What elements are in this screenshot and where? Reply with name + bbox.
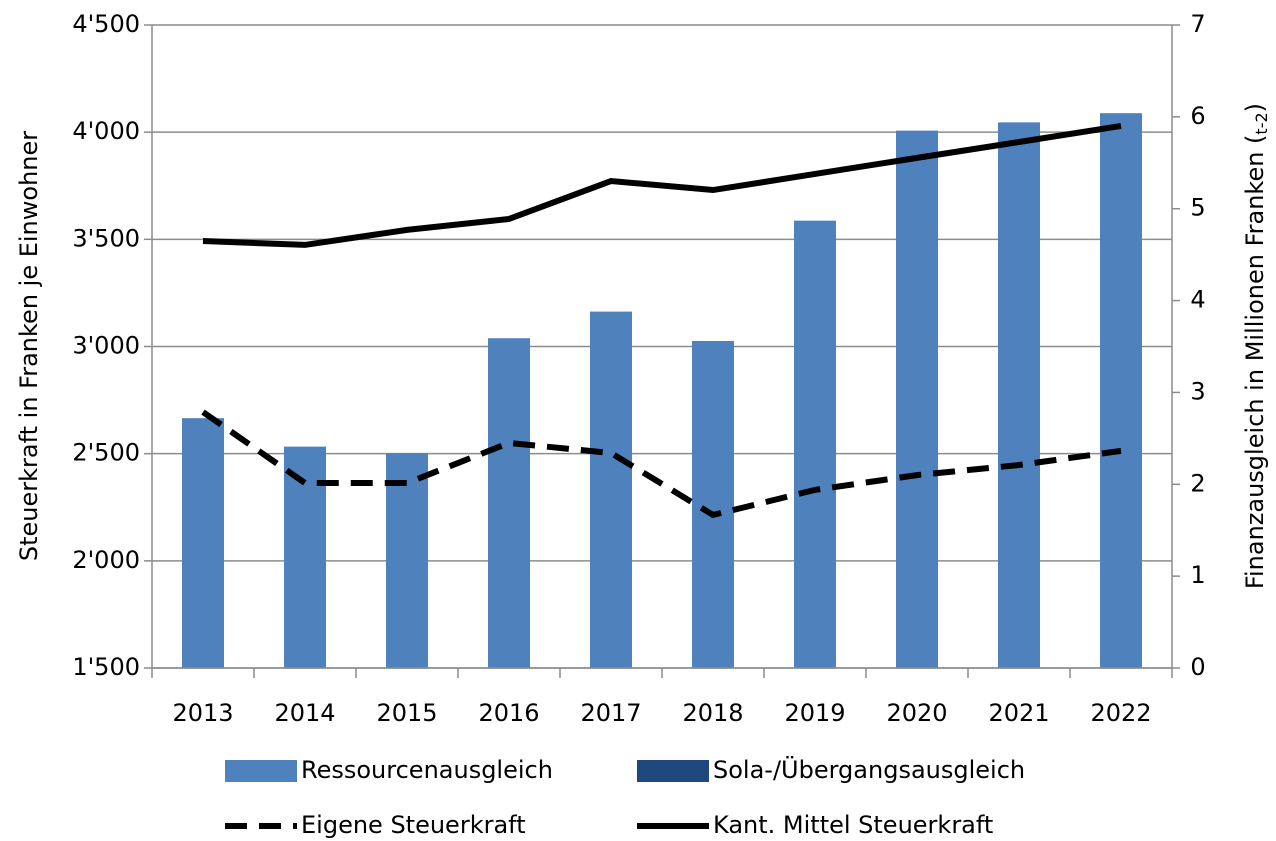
y2-tick-label: 1 (1190, 561, 1205, 589)
bar (692, 340, 734, 668)
y-tick-label: 3'500 (72, 224, 140, 252)
y2-tick-label: 3 (1190, 377, 1205, 405)
y-tick-label: 1'500 (72, 653, 140, 681)
legend-swatch (637, 760, 709, 782)
y2-label-close: ) (1241, 103, 1269, 112)
line (202, 122, 1122, 248)
x-tick-label: 2015 (376, 699, 437, 727)
x-tick-label: 2022 (1090, 699, 1151, 727)
legend-label: Ressourcenausgleich (301, 756, 553, 784)
x-tick-label: 2014 (274, 699, 335, 727)
x-tick-label: 2017 (580, 699, 641, 727)
y-tick-label: 2'500 (72, 439, 140, 467)
legend-label: Sola-/Übergangsausgleich (713, 755, 1025, 784)
y2-label-sub: t-2 (1252, 112, 1271, 134)
y2-tick-label: 0 (1190, 653, 1205, 681)
y-tick-label: 4'500 (72, 10, 140, 38)
x-tick-label: 2013 (172, 699, 233, 727)
x-tick-label: 2019 (784, 699, 845, 727)
y-tick-label: 4'000 (72, 117, 140, 145)
x-tick-label: 2018 (682, 699, 743, 727)
y2-tick-label: 5 (1190, 194, 1205, 222)
bar (386, 453, 428, 668)
bar (488, 338, 530, 668)
y2-axis-label: Finanzausgleich in Millionen Franken (t-… (1241, 103, 1271, 589)
bar (794, 220, 836, 669)
y2-tick-label: 7 (1190, 10, 1205, 38)
y-tick-label: 2'000 (72, 546, 140, 574)
bar (590, 311, 632, 668)
bar (182, 418, 224, 668)
y2-label-text: Finanzausgleich in Millionen Franken ( (1241, 135, 1269, 590)
x-tick-label: 2016 (478, 699, 539, 727)
x-tick-label: 2021 (988, 699, 1049, 727)
legend-label: Eigene Steuerkraft (301, 811, 526, 839)
legend-label: Kant. Mittel Steuerkraft (713, 811, 993, 839)
y2-tick-label: 2 (1190, 469, 1205, 497)
legend-swatch (225, 760, 297, 782)
bar (998, 122, 1040, 668)
y2-tick-label: 4 (1190, 286, 1205, 314)
line (201, 409, 1122, 519)
bar (896, 130, 938, 668)
y-axis-label: Steuerkraft in Franken je Einwohner (15, 131, 43, 561)
x-tick-label: 2020 (886, 699, 947, 727)
y-tick-label: 3'000 (72, 332, 140, 360)
bar (1100, 113, 1142, 668)
y2-tick-label: 6 (1190, 102, 1205, 130)
